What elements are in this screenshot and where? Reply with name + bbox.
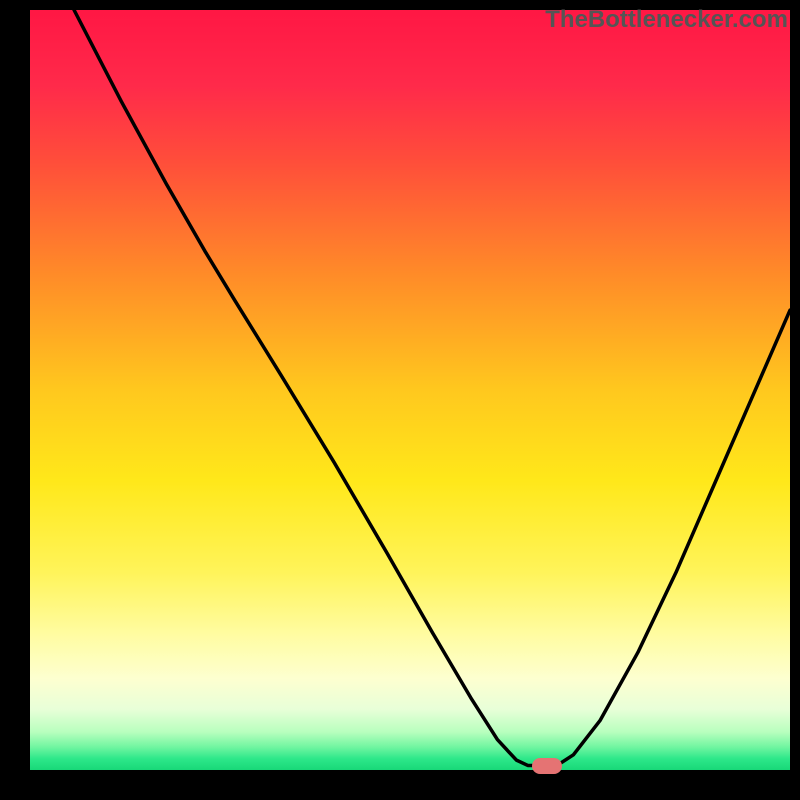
bottleneck-curve [0,0,800,800]
optimal-point-marker [532,758,562,774]
chart-container: { "chart": { "type": "line", "canvas": {… [0,0,800,800]
watermark-text: TheBottlenecker.com [545,6,788,34]
